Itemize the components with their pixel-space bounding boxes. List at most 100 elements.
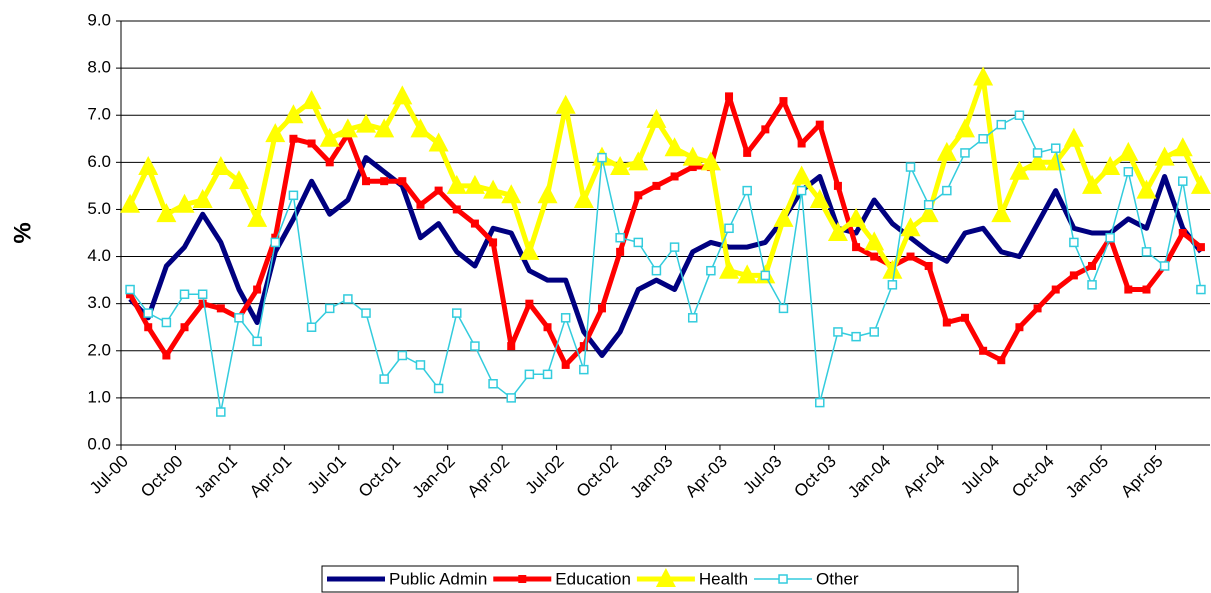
series-marker: [669, 242, 680, 252]
series-marker: [1141, 247, 1152, 257]
series-marker: [651, 265, 662, 276]
series-marker: [797, 139, 806, 148]
x-tick-label: Oct-02: [573, 452, 623, 502]
series-marker: [398, 177, 407, 186]
series-marker: [1015, 323, 1024, 332]
series-marker: [1063, 127, 1084, 147]
series-marker: [374, 118, 395, 138]
series-marker: [960, 148, 970, 158]
series-marker: [628, 151, 649, 171]
series-marker: [174, 193, 195, 213]
series-marker: [610, 156, 631, 176]
series-marker: [960, 313, 969, 322]
series-marker: [846, 207, 867, 227]
series-marker: [743, 148, 752, 157]
series-marker: [905, 162, 916, 172]
y-tick-label: 5.0: [87, 199, 111, 218]
series-marker: [362, 177, 371, 186]
series-marker: [380, 177, 389, 186]
x-tick-label: Apr-04: [899, 452, 949, 502]
legend-label: Health: [699, 569, 748, 588]
series-marker: [397, 350, 408, 361]
series-marker: [833, 181, 842, 190]
x-tick-label: Apr-01: [246, 452, 296, 502]
series-marker: [392, 85, 413, 105]
series-marker: [1172, 137, 1193, 157]
series-marker: [1032, 148, 1043, 158]
series-marker: [524, 369, 535, 380]
series-marker: [664, 137, 685, 157]
series-marker: [900, 217, 921, 237]
series-marker: [198, 299, 207, 308]
series-marker: [779, 97, 788, 106]
series-marker: [247, 207, 268, 227]
series-marker: [1178, 229, 1187, 237]
series-marker: [815, 120, 824, 129]
x-tick-label: Jul-02: [521, 452, 567, 498]
series-marker: [253, 285, 262, 294]
series-marker: [452, 308, 462, 318]
x-tick-label: Apr-03: [682, 452, 732, 502]
series-marker: [761, 125, 770, 134]
series-marker: [542, 369, 553, 380]
series-marker: [210, 156, 231, 176]
legend-marker: [655, 568, 676, 587]
y-tick-label: 7.0: [87, 105, 111, 124]
series-marker: [687, 313, 698, 323]
series-marker: [1050, 143, 1061, 153]
series-marker: [923, 199, 934, 210]
x-tick-label: Jan-04: [844, 452, 894, 502]
series-marker: [688, 163, 697, 172]
series-marker: [1136, 179, 1157, 199]
x-tick-label: Jul-01: [304, 452, 350, 498]
series-marker: [537, 184, 558, 204]
series-marker: [1196, 284, 1206, 295]
series-marker: [283, 104, 304, 124]
series-marker: [737, 264, 758, 284]
series-marker: [543, 323, 552, 332]
series-marker: [410, 118, 431, 138]
series-marker: [1100, 156, 1121, 176]
series-marker: [1014, 110, 1025, 120]
series-marker: [1124, 285, 1133, 294]
series-marker: [1087, 280, 1097, 290]
y-tick-label: 1.0: [87, 387, 111, 406]
series-marker: [954, 118, 975, 138]
y-tick-label: 8.0: [87, 58, 111, 77]
series-marker: [815, 397, 825, 408]
series-marker: [760, 270, 771, 281]
series-marker: [997, 356, 1006, 365]
series-marker: [1045, 151, 1066, 171]
series-marker: [216, 407, 226, 417]
series-marker: [428, 132, 449, 152]
x-tick-label: Apr-05: [1117, 452, 1167, 502]
y-tick-label: 3.0: [87, 293, 111, 312]
series-marker: [742, 185, 752, 196]
series-marker: [597, 304, 606, 313]
series-marker: [833, 327, 843, 337]
series-marker: [138, 156, 159, 176]
legend-marker: [778, 574, 788, 584]
series-marker: [1154, 146, 1175, 166]
series-marker: [144, 323, 153, 332]
series-marker: [646, 108, 667, 128]
series-marker: [470, 219, 479, 228]
series-marker: [1027, 151, 1048, 171]
x-tick-label: Apr-02: [464, 452, 514, 502]
series-marker: [125, 284, 135, 295]
series-marker: [525, 299, 534, 308]
series-marker: [670, 172, 679, 181]
series-marker: [324, 303, 335, 314]
series-marker: [319, 127, 340, 147]
x-tick-label: Jan-05: [1062, 452, 1112, 502]
series-marker: [724, 223, 734, 234]
series-marker: [682, 146, 703, 166]
legend-marker: [518, 575, 527, 583]
series-marker: [415, 360, 426, 370]
series-marker: [234, 313, 244, 323]
series-marker: [228, 170, 249, 190]
series-marker: [906, 252, 915, 261]
x-tick-label: Jan-01: [191, 452, 241, 502]
series-marker: [192, 189, 213, 209]
